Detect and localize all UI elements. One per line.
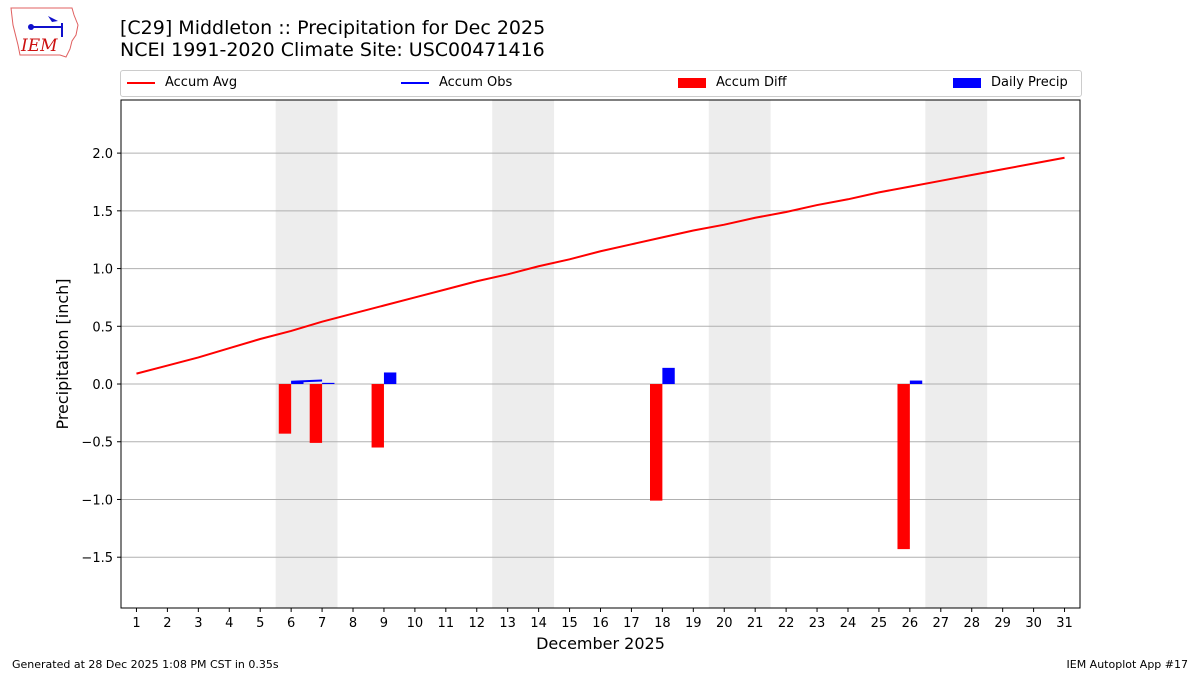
x-tick-label: 28: [963, 616, 980, 631]
daily-precip-bar: [291, 381, 304, 385]
x-tick-label: 18: [654, 616, 671, 631]
plot-frame: [120, 99, 1081, 609]
y-tick-label: −1.0: [81, 493, 113, 508]
legend-label: Accum Avg: [165, 75, 238, 90]
x-tick-label: 11: [438, 616, 455, 631]
legend-accum-diff: Accum Diff: [678, 75, 787, 90]
x-tick-label: 8: [349, 616, 357, 631]
daily-precip-bar: [662, 367, 675, 385]
daily-precip-bar: [383, 372, 397, 385]
accum-diff-bar: [371, 384, 384, 448]
x-tick-label: 27: [933, 616, 950, 631]
svg-text:IEM: IEM: [20, 36, 58, 56]
iem-logo: IEM: [8, 5, 80, 59]
footer-app: IEM Autoplot App #17: [1066, 658, 1189, 671]
legend-daily-precip: Daily Precip: [953, 75, 1068, 90]
accum-diff-bar: [278, 384, 292, 434]
accum-obs-line: [291, 379, 323, 383]
daily-precip-bar: [322, 382, 335, 385]
x-tick-label: 29: [994, 616, 1011, 631]
x-axis-label: December 2025: [536, 634, 665, 653]
legend-label: Accum Obs: [439, 75, 513, 90]
x-tick-label: 23: [809, 616, 826, 631]
accum-diff-bar: [309, 384, 323, 443]
x-tick-label: 26: [902, 616, 919, 631]
accum-diff-bar: [649, 384, 663, 501]
x-tick-label: 25: [871, 616, 888, 631]
chart-title: [C29] Middleton :: Precipitation for Dec…: [120, 17, 545, 61]
legend: Accum Avg Accum Obs Accum Diff Daily Pre…: [120, 70, 1082, 97]
weekend-shade: [708, 100, 771, 608]
x-tick-label: 16: [592, 616, 609, 631]
x-tick-label: 24: [840, 616, 857, 631]
x-tick-label: 21: [747, 616, 764, 631]
accum-avg-line: [136, 156, 1065, 375]
x-tick-label: 14: [530, 616, 547, 631]
legend-accum-obs: Accum Obs: [401, 75, 512, 90]
x-tick-label: 4: [225, 616, 233, 631]
daily-precip-bar: [909, 380, 923, 385]
legend-accum-avg: Accum Avg: [127, 75, 237, 90]
x-tick-label: 31: [1056, 616, 1073, 631]
x-tick-label: 12: [468, 616, 485, 631]
y-tick-label: 1.5: [92, 205, 113, 220]
legend-label: Accum Diff: [716, 75, 787, 90]
x-tick-label: 10: [407, 616, 424, 631]
y-axis-label: Precipitation [inch]: [53, 278, 72, 429]
x-tick-label: 15: [561, 616, 578, 631]
weekend-shade: [275, 100, 338, 608]
legend-swatch: [678, 77, 706, 88]
y-tick-label: 2.0: [92, 147, 113, 162]
x-tick-label: 13: [499, 616, 516, 631]
legend-label: Daily Precip: [991, 75, 1068, 90]
x-tick-label: 30: [1025, 616, 1042, 631]
x-tick-label: 20: [716, 616, 733, 631]
y-tick-label: 1.0: [92, 263, 113, 278]
y-tick-label: −1.5: [81, 551, 113, 566]
title-line-1: [C29] Middleton :: Precipitation for Dec…: [120, 17, 546, 39]
y-tick-label: 0.0: [92, 378, 113, 393]
x-tick-label: 6: [287, 616, 295, 631]
x-tick-label: 22: [778, 616, 795, 631]
x-tick-label: 9: [380, 616, 388, 631]
iem-logo-icon: IEM: [10, 7, 79, 58]
x-tick-label: 5: [256, 616, 264, 631]
legend-swatch: [127, 81, 155, 84]
footer-generated: Generated at 28 Dec 2025 1:08 PM CST in …: [12, 658, 279, 671]
y-tick-label: −0.5: [81, 436, 113, 451]
x-tick-label: 3: [194, 616, 202, 631]
weekend-shade: [492, 100, 555, 608]
x-tick-label: 7: [318, 616, 326, 631]
x-tick-label: 17: [623, 616, 640, 631]
legend-swatch: [953, 77, 981, 88]
y-tick-label: 0.5: [92, 320, 113, 335]
x-tick-label: 19: [685, 616, 702, 631]
weekend-shade: [925, 100, 988, 608]
x-tick-label: 2: [163, 616, 171, 631]
x-tick-label: 1: [132, 616, 140, 631]
title-line-2: NCEI 1991-2020 Climate Site: USC00471416: [120, 39, 545, 61]
legend-swatch: [401, 81, 429, 84]
accum-diff-bar: [897, 384, 910, 550]
